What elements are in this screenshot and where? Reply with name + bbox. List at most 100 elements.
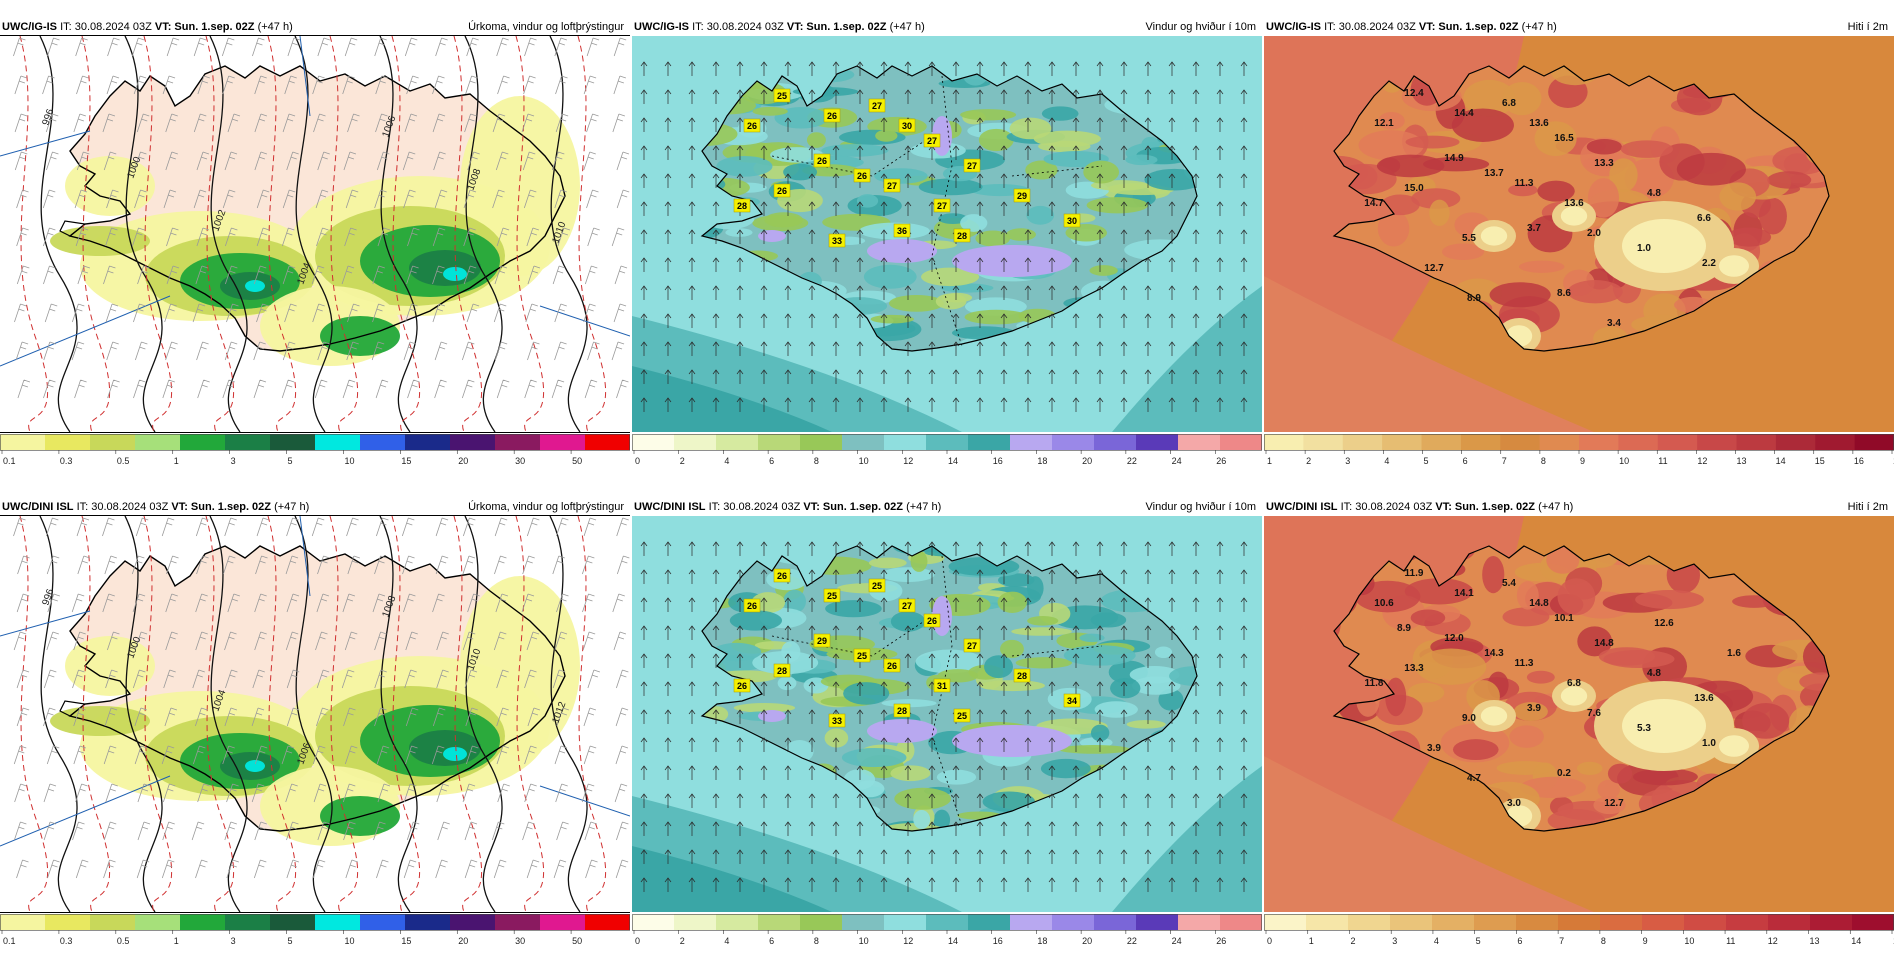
wind-speed-label: 27 (923, 133, 941, 148)
colorbar-swatch (1382, 434, 1422, 450)
model-row-dini: UWC/DINI ISL IT: 30.08.2024 03Z VT: Sun.… (0, 498, 1900, 958)
colorbar-swatch (1500, 434, 1541, 450)
colorbar-label: 12 (1697, 456, 1707, 466)
svg-text:27: 27 (967, 641, 977, 651)
colorbar-label: 4 (724, 936, 729, 946)
colorbar-swatch (540, 434, 586, 450)
wind-barbs (13, 37, 630, 399)
temperature-label: 14.8 (1529, 598, 1549, 609)
colorbar-label: 15 (401, 936, 411, 946)
wind-speed-label: 30 (1063, 213, 1081, 228)
coastline (68, 65, 566, 352)
lead-time: (+47 h) (1521, 21, 1557, 33)
valid-time: Sun. 1.sep. 02Z (1454, 501, 1536, 513)
temperature-label: 13.3 (1594, 158, 1614, 169)
colorbar-label: 12 (903, 936, 913, 946)
colorbar-swatch (758, 434, 801, 450)
svg-text:33: 33 (832, 236, 842, 246)
colorbar-swatch (1600, 914, 1643, 930)
product-title: Hiti í 2m (1847, 21, 1888, 33)
temperature-label: 11.3 (1515, 658, 1534, 669)
init-time: IT: 30.08.2024 03Z (1340, 501, 1433, 513)
wind-speed-label: 29 (1013, 188, 1031, 203)
temperature-label: 1.6 (1727, 648, 1741, 659)
colorbar-label: 14 (948, 456, 958, 466)
svg-text:30: 30 (902, 121, 912, 131)
colorbar-swatch (315, 914, 361, 930)
model-name: UWC/IG-IS (1266, 21, 1321, 33)
wind-speed-label: 27 (868, 98, 886, 113)
isobars (39, 516, 588, 912)
colorbar-swatch (90, 914, 136, 930)
colorbar-swatch (45, 914, 91, 930)
colorbar-swatch (90, 434, 136, 450)
colorbar-swatch (1810, 914, 1853, 930)
svg-text:26: 26 (777, 571, 787, 581)
colorbar-label: 2 (1306, 456, 1311, 466)
colorbar-swatch (1657, 434, 1698, 450)
temperature-label: 7.6 (1587, 708, 1601, 719)
temperature-label: 13.6 (1564, 198, 1584, 209)
temperature-label: 3.7 (1527, 223, 1541, 234)
temperature-label: 4.8 (1647, 668, 1661, 679)
graticule (0, 36, 630, 367)
temperature-map: 12.1 12.4 14.4 6.8 13.6 16.5 14.9 13.7 11.3 15.0 1… (1264, 36, 1894, 432)
colorbar-swatch (1136, 914, 1179, 930)
colorbar-swatch (450, 434, 496, 450)
colorbar-swatch (135, 434, 181, 450)
colorbar-label: 0.1 (3, 936, 16, 946)
colorbar-label: 11 (1726, 936, 1735, 946)
isobars (39, 36, 588, 432)
colorbar-swatch (968, 914, 1011, 930)
temperature-label: 14.3 (1484, 648, 1504, 659)
colorbar-label: 3 (231, 456, 236, 466)
wind-speed-label: 27 (963, 638, 981, 653)
temperature-label: 10.6 (1374, 598, 1394, 609)
colorbar-label: 30 (515, 936, 525, 946)
init-time: IT: 30.08.2024 03Z (76, 501, 169, 513)
colorbar-label: 18 (1037, 456, 1047, 466)
init-time: IT: 30.08.2024 03Z (1324, 21, 1416, 33)
colorbar-label: 15 (1893, 936, 1894, 946)
temperature-label: 12.0 (1444, 633, 1464, 644)
svg-text:34: 34 (1067, 696, 1077, 706)
colorbar-label: 2 (1350, 936, 1355, 946)
colorbar-swatch (450, 914, 496, 930)
colorbar-swatch (1264, 434, 1304, 450)
colorbar-label: 5 (288, 936, 293, 946)
colorbar-label: 10 (859, 936, 869, 946)
precip-colorbar: 0.1 0.3 0.5 1 3 5 10 15 20 30 50 (0, 914, 630, 950)
svg-text:25: 25 (777, 91, 787, 101)
temperature-label: 14.9 (1444, 153, 1464, 164)
init-time: IT: 30.08.2024 03Z (708, 501, 801, 513)
colorbar-swatch (1736, 434, 1777, 450)
wind-speed-label: 29 (813, 633, 831, 648)
colorbar-label: 15 (401, 456, 411, 466)
temperature-label: 12.4 (1404, 88, 1424, 99)
svg-text:26: 26 (827, 111, 837, 121)
wind-speed-label: 34 (1063, 693, 1081, 708)
colorbar-label: 16 (993, 456, 1003, 466)
wind-speed-label: 25 (953, 708, 971, 723)
temperature-label: 12.6 (1654, 618, 1674, 629)
colorbar-label: 22 (1127, 456, 1137, 466)
valid-time: Sun. 1.sep. 02Z (822, 501, 904, 513)
colorbar-swatch (800, 434, 843, 450)
colorbar-label: 20 (458, 936, 468, 946)
colorbar-label: 8 (814, 936, 819, 946)
model-name: UWC/IG-IS (2, 21, 57, 33)
coastline (700, 545, 1198, 832)
temperature-label: 15.0 (1404, 183, 1424, 194)
colorbar-label: 5 (1476, 936, 1481, 946)
svg-text:28: 28 (1017, 671, 1027, 681)
colorbar-swatch (1220, 434, 1262, 450)
colorbar-label: 5 (1424, 456, 1429, 466)
init-time: IT: 30.08.2024 03Z (692, 21, 784, 33)
svg-text:30: 30 (1067, 216, 1077, 226)
svg-text:27: 27 (937, 201, 947, 211)
valid-time: Sun. 1.sep. 02Z (190, 501, 272, 513)
colorbar-swatch (225, 434, 271, 450)
temperature-label: 6.8 (1567, 678, 1581, 689)
svg-text:25: 25 (857, 651, 867, 661)
colorbar-label: 2 (680, 936, 685, 946)
